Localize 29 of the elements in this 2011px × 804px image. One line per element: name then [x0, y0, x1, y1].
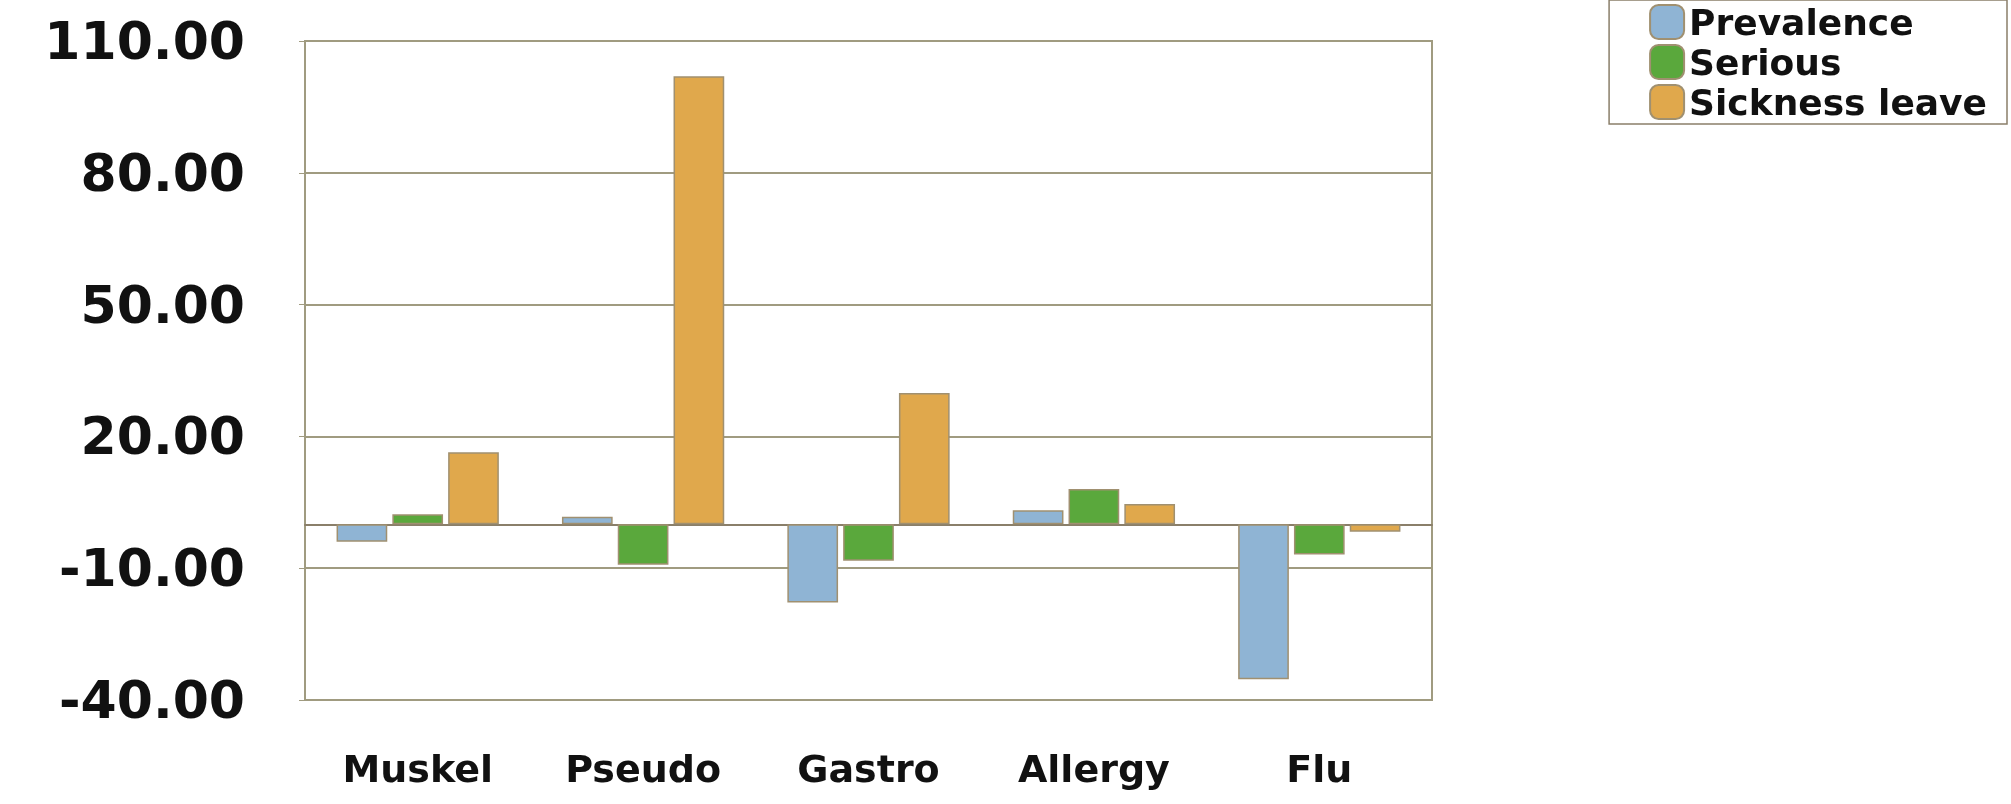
x-tick-label: Gastro: [797, 747, 940, 791]
bar: [617, 524, 669, 565]
x-tick-label: Muskel: [342, 747, 493, 791]
bar: [1124, 504, 1176, 525]
bar: [1293, 524, 1345, 555]
bar: [787, 524, 839, 603]
x-tick-label: Pseudo: [565, 747, 722, 791]
legend-label: Sickness leave: [1689, 81, 1988, 123]
bar: [392, 514, 444, 525]
legend-label: Serious: [1689, 41, 1842, 83]
bar: [336, 524, 388, 542]
y-tick-label: 50.00: [80, 274, 245, 335]
y-tick-label: 80.00: [80, 142, 245, 203]
bar: [1012, 510, 1064, 525]
bar: [843, 524, 894, 561]
x-tick-label: Allergy: [1017, 747, 1171, 791]
bar: [448, 452, 499, 525]
bar: [1238, 524, 1289, 680]
y-tick-label: 110.00: [44, 11, 245, 71]
y-tick-label: -40.00: [58, 670, 245, 730]
legend-label: Prevalence: [1689, 1, 1914, 43]
bar: [898, 392, 950, 525]
y-tick-label: 20.00: [80, 406, 245, 467]
bar: [561, 516, 613, 525]
y-tick-label: -10.00: [58, 538, 245, 599]
bar: [1068, 489, 1120, 525]
x-tick-label: Flu: [1286, 747, 1353, 791]
bar: [673, 76, 725, 525]
bar: [1349, 524, 1401, 532]
